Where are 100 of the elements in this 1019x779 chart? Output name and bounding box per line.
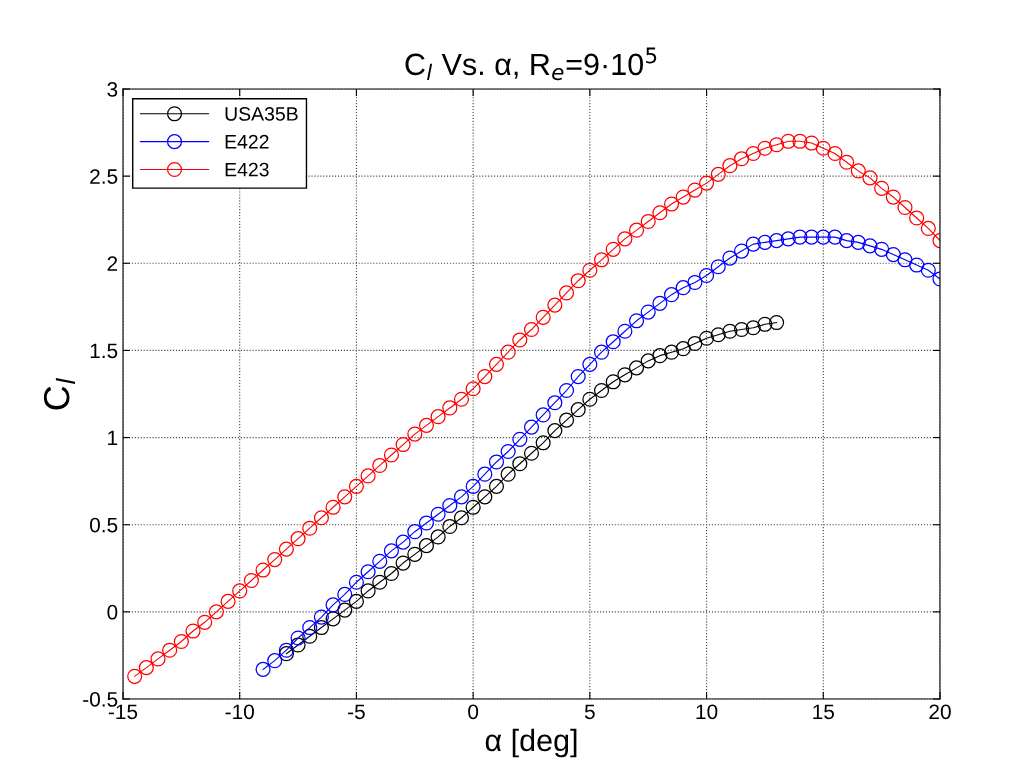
point [757,316,773,332]
point [488,454,505,470]
point [430,529,446,545]
point [523,419,540,435]
point [663,287,680,303]
point [593,344,610,360]
point [337,602,353,618]
point [325,597,341,613]
point [558,382,575,399]
point [780,231,796,247]
point [885,247,901,263]
legend-label: USA35B [225,107,298,121]
chart-title: C$_{l}$ Vs. α, R$_{e}$=9·10$^{5}$ [405,47,657,81]
x-axis-title: α [deg] [485,728,577,758]
point [710,259,726,275]
y-tick-label: 1 [108,430,118,446]
point [815,229,831,245]
point [617,323,633,339]
point [512,431,528,447]
point [442,518,458,535]
x-tick-label: 10 [696,704,718,720]
point [395,534,411,550]
point [734,321,750,338]
point [255,661,271,677]
point [547,395,563,411]
point [372,574,388,590]
y-tick-label: 1.5 [90,343,118,359]
point [722,250,738,266]
point [675,280,691,296]
x-tick-label: -10 [225,704,254,720]
point [769,314,785,331]
legend-label: E422 [225,134,269,149]
point [675,341,691,357]
point [582,356,598,372]
point [605,334,621,350]
point [558,412,575,428]
point [453,510,470,526]
point [383,565,400,582]
point [372,553,388,569]
point [418,538,435,554]
point [909,257,925,273]
point [850,234,866,250]
point [395,555,411,571]
point [453,489,470,505]
point [862,238,878,254]
point [442,497,458,514]
point [477,466,493,482]
point [570,369,586,385]
point [745,236,761,252]
point [547,423,563,439]
point [407,524,423,540]
point [839,233,855,249]
point [640,353,656,369]
legend-label: E423 [225,162,269,177]
point [313,609,329,625]
x-tick-label: 20 [929,704,951,720]
point [313,619,329,636]
point [523,445,540,461]
y-tick-label: 2.5 [90,169,118,184]
point [337,586,353,602]
point [920,262,936,278]
y-tick-label: 0 [107,604,118,620]
point [360,564,376,580]
x-tick-label: -5 [348,704,365,720]
point [792,229,808,245]
point [663,344,680,360]
point [290,637,306,653]
point [734,243,750,259]
point [827,229,843,245]
point [745,320,761,336]
point [383,543,400,559]
point [348,593,364,609]
point [640,304,656,320]
point [477,489,493,505]
point [267,653,283,669]
point [278,646,294,662]
point [290,630,306,646]
x-tick-label: 15 [813,704,834,720]
point [605,374,621,390]
y-tick-label: 3 [107,82,118,97]
point [278,642,294,658]
point [302,628,318,644]
point [302,619,318,636]
point [804,229,820,245]
point [628,313,645,329]
point [535,407,551,423]
point [874,241,890,257]
y-axis-title: C$_{l}$ [43,378,76,410]
point [699,330,715,346]
point [617,367,633,383]
point [535,435,551,451]
point [757,234,773,250]
point [652,295,668,311]
point [430,506,446,522]
point [570,402,586,418]
point [418,515,435,531]
point [652,348,668,364]
point [687,274,703,291]
point [710,327,726,343]
point [769,233,785,249]
